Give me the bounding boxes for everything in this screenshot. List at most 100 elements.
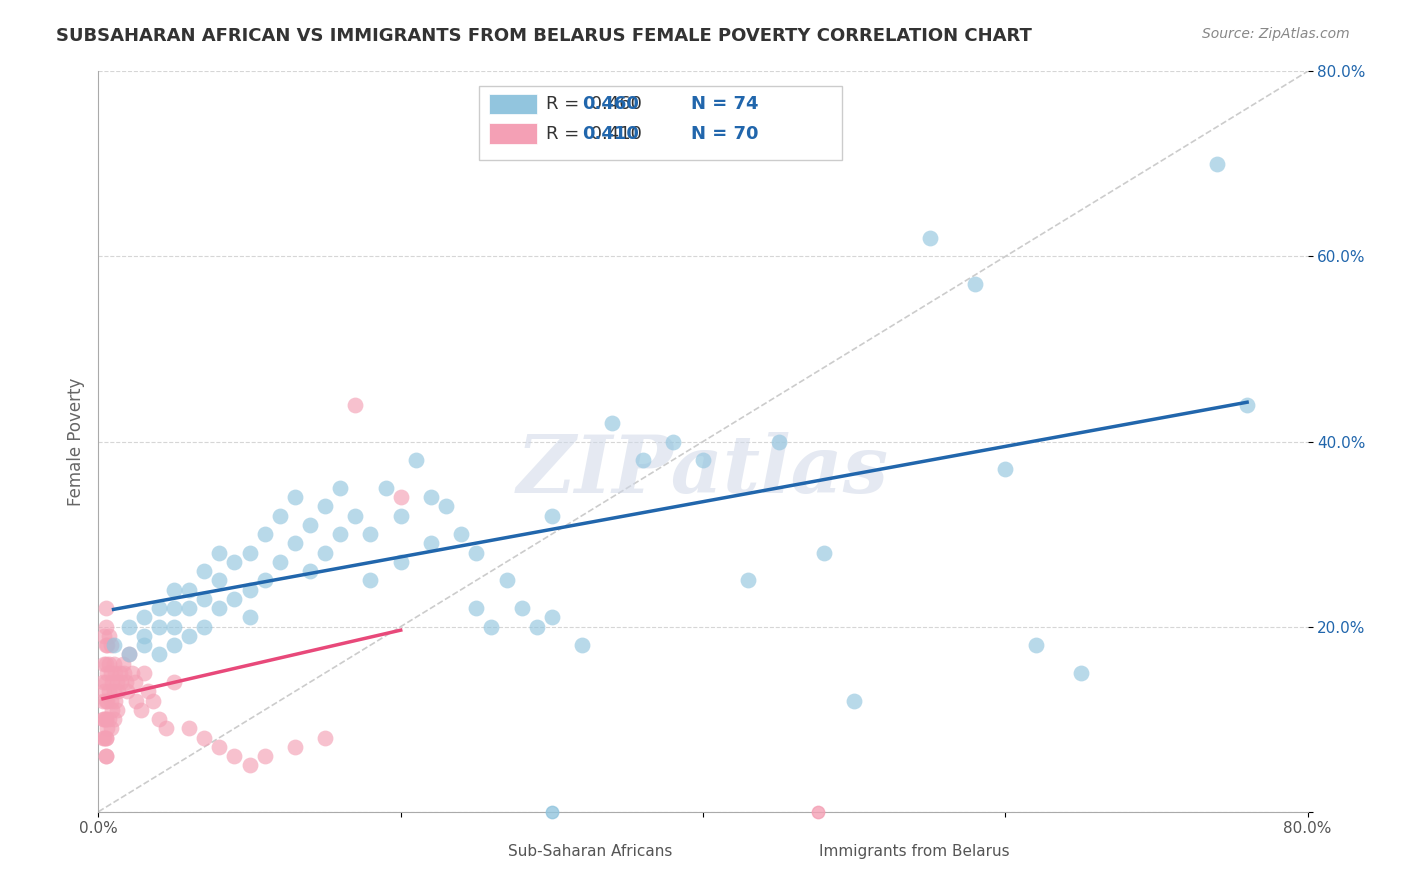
FancyBboxPatch shape	[479, 87, 842, 161]
Point	[179, 601, 201, 615]
Point	[96, 722, 118, 736]
Point	[450, 527, 472, 541]
Point	[193, 591, 215, 606]
Point	[1206, 157, 1229, 171]
Point	[269, 508, 291, 523]
Point	[132, 638, 155, 652]
Text: 0.410: 0.410	[582, 125, 638, 143]
Point	[918, 231, 941, 245]
Point	[163, 675, 186, 690]
Point	[112, 665, 135, 680]
Point	[299, 517, 322, 532]
Point	[284, 536, 307, 550]
Point	[121, 665, 143, 680]
Point	[100, 722, 122, 736]
Point	[93, 712, 115, 726]
Point	[94, 731, 117, 745]
Point	[602, 416, 624, 430]
Point	[965, 277, 987, 292]
Y-axis label: Female Poverty: Female Poverty	[66, 377, 84, 506]
Point	[94, 749, 117, 764]
Point	[420, 490, 443, 504]
Point	[481, 619, 503, 633]
Point	[1024, 638, 1046, 652]
Point	[93, 731, 115, 745]
Point	[98, 629, 121, 643]
Point	[344, 398, 367, 412]
Point	[132, 610, 155, 624]
Point	[495, 574, 517, 588]
Point	[114, 675, 136, 690]
Point	[224, 591, 246, 606]
Point	[155, 722, 177, 736]
Point	[193, 731, 215, 745]
Point	[239, 610, 262, 624]
Point	[253, 574, 276, 588]
Point	[98, 684, 121, 698]
Point	[94, 712, 117, 726]
Point	[93, 629, 115, 643]
Point	[148, 712, 170, 726]
Text: Source: ZipAtlas.com: Source: ZipAtlas.com	[1202, 27, 1350, 41]
Point	[96, 638, 118, 652]
Point	[389, 555, 412, 569]
Point	[360, 574, 382, 588]
Point	[124, 675, 146, 690]
Point	[179, 582, 201, 597]
Point	[91, 675, 114, 690]
Point	[239, 545, 262, 560]
Point	[148, 648, 170, 662]
Text: N = 70: N = 70	[690, 125, 758, 143]
Point	[101, 703, 124, 717]
Point	[91, 731, 114, 745]
Point	[434, 500, 457, 514]
Point	[132, 629, 155, 643]
Point	[118, 619, 141, 633]
Point	[329, 481, 352, 495]
Point	[239, 758, 262, 772]
Point	[239, 582, 262, 597]
Point	[98, 657, 121, 671]
Text: SUBSAHARAN AFRICAN VS IMMIGRANTS FROM BELARUS FEMALE POVERTY CORRELATION CHART: SUBSAHARAN AFRICAN VS IMMIGRANTS FROM BE…	[56, 27, 1032, 45]
Point	[179, 629, 201, 643]
Point	[284, 739, 307, 754]
Point	[510, 601, 533, 615]
Point	[100, 694, 122, 708]
Point	[768, 434, 790, 449]
Point	[163, 619, 186, 633]
Point	[93, 657, 115, 671]
Text: N = 74: N = 74	[690, 95, 758, 113]
Point	[253, 749, 276, 764]
Point	[91, 694, 114, 708]
Point	[163, 601, 186, 615]
Point	[142, 694, 165, 708]
Point	[103, 638, 125, 652]
Point	[389, 508, 412, 523]
Point	[96, 665, 118, 680]
Point	[115, 684, 138, 698]
Point	[526, 619, 548, 633]
Point	[571, 638, 593, 652]
Point	[94, 749, 117, 764]
Point	[179, 722, 201, 736]
FancyBboxPatch shape	[489, 123, 537, 144]
Text: Sub-Saharan Africans: Sub-Saharan Africans	[509, 845, 672, 859]
Point	[94, 601, 117, 615]
Point	[103, 657, 125, 671]
Text: Immigrants from Belarus: Immigrants from Belarus	[818, 845, 1010, 859]
Point	[110, 675, 132, 690]
Point	[737, 574, 759, 588]
Point	[299, 564, 322, 578]
Point	[125, 694, 148, 708]
Point	[1070, 665, 1092, 680]
Point	[1236, 398, 1258, 412]
Point	[148, 601, 170, 615]
Point	[105, 675, 128, 690]
Point	[103, 712, 125, 726]
Point	[269, 555, 291, 569]
Point	[93, 684, 115, 698]
Point	[253, 527, 276, 541]
Point	[813, 545, 835, 560]
Point	[94, 657, 117, 671]
Point	[994, 462, 1017, 476]
